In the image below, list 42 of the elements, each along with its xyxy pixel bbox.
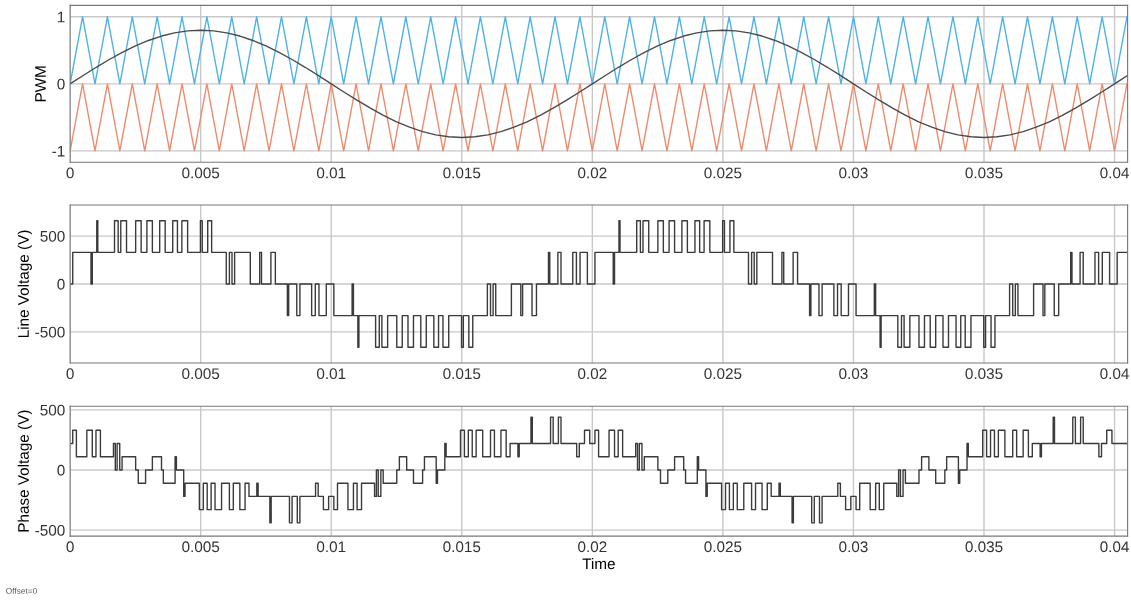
x-tick-label: 0.015 <box>443 541 481 553</box>
x-tick-label: 0.03 <box>839 368 868 380</box>
x-tick-label: 0.01 <box>316 368 346 380</box>
y-axis-title: PWM <box>35 66 46 102</box>
x-tick-label: 0 <box>66 541 74 553</box>
x-tick-label: 0.025 <box>704 368 742 380</box>
y-axis-title: Phase Voltage (V) <box>17 410 32 532</box>
y-tick-label: 1 <box>57 11 65 23</box>
y-tick-label: 500 <box>40 404 65 416</box>
x-tick-label: 0.005 <box>182 368 220 380</box>
x-tick-label: 0.01 <box>316 167 346 179</box>
y-tick-label: -500 <box>35 326 65 338</box>
y-tick-label: 0 <box>57 464 65 476</box>
x-tick-label: 0 <box>66 167 74 179</box>
x-tick-label: 0.035 <box>965 541 1003 553</box>
y-tick-label: -500 <box>35 524 65 536</box>
x-tick-label: 0 <box>66 368 74 380</box>
x-axis-title: Time <box>582 557 615 570</box>
x-tick-label: 0.005 <box>182 541 220 553</box>
y-tick-label: 500 <box>40 230 65 242</box>
line-series <box>70 29 1128 139</box>
x-tick-label: 0.04 <box>1100 167 1129 179</box>
x-tick-label: 0.02 <box>578 167 607 179</box>
y-tick-label: -1 <box>52 145 65 157</box>
x-tick-label: 0.02 <box>578 541 607 553</box>
x-tick-label: 0.015 <box>443 167 481 179</box>
x-tick-label: 0.035 <box>965 368 1003 380</box>
x-tick-label: 0.04 <box>1100 541 1129 553</box>
x-tick-label: 0.025 <box>704 167 742 179</box>
x-tick-label: 0.005 <box>182 167 220 179</box>
x-tick-label: 0.01 <box>316 541 346 553</box>
y-tick-label: 0 <box>57 78 65 90</box>
text: Offset=0 <box>6 587 37 594</box>
x-tick-label: 0.015 <box>443 368 481 380</box>
x-tick-label: 0.04 <box>1100 368 1129 380</box>
y-tick-label: 0 <box>57 278 65 290</box>
x-tick-label: 0.02 <box>578 368 607 380</box>
x-tick-label: 0.035 <box>965 167 1003 179</box>
y-axis-title: Line Voltage (V) <box>17 230 32 338</box>
x-tick-label: 0.03 <box>839 167 868 179</box>
x-tick-label: 0.025 <box>704 541 742 553</box>
x-tick-label: 0.03 <box>839 541 868 553</box>
